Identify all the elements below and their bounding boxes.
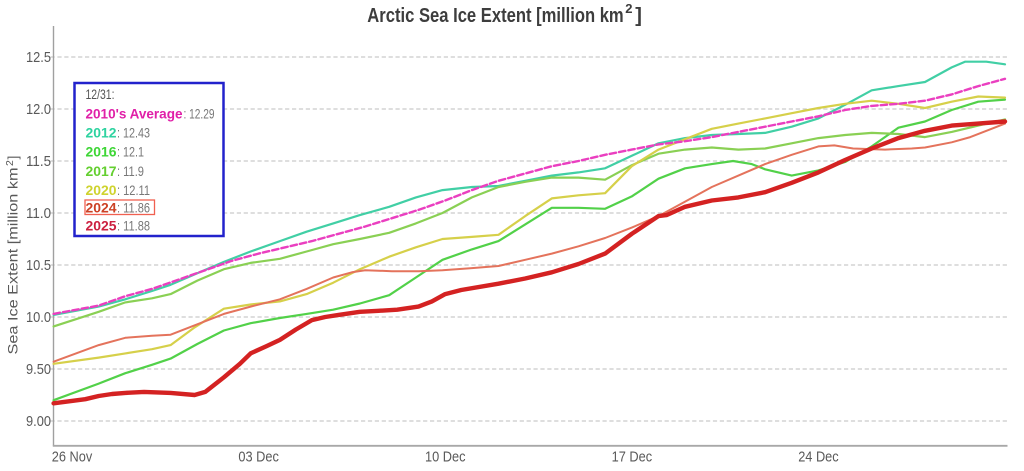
svg-text:: 12.1: : 12.1 bbox=[117, 144, 144, 160]
svg-text:12/31:: 12/31: bbox=[86, 86, 115, 102]
svg-text:2025: 2025 bbox=[86, 217, 117, 233]
svg-text:17 Dec: 17 Dec bbox=[612, 450, 653, 466]
svg-text:26 Nov: 26 Nov bbox=[52, 450, 93, 466]
svg-text:: 11.86: : 11.86 bbox=[117, 200, 150, 216]
svg-text:]: ] bbox=[635, 5, 642, 27]
svg-text:2020: 2020 bbox=[86, 182, 117, 198]
svg-text:2010's Average: 2010's Average bbox=[86, 105, 183, 121]
svg-text:12.5: 12.5 bbox=[26, 50, 51, 66]
svg-text:10 Dec: 10 Dec bbox=[425, 450, 466, 466]
svg-text:9.00: 9.00 bbox=[26, 414, 51, 430]
svg-text:: 12.11: : 12.11 bbox=[117, 182, 150, 198]
svg-text:10.5: 10.5 bbox=[26, 258, 51, 274]
svg-text:2012: 2012 bbox=[86, 124, 117, 140]
svg-text:2: 2 bbox=[625, 1, 632, 16]
svg-text:10.0: 10.0 bbox=[26, 310, 51, 326]
svg-text:9.50: 9.50 bbox=[26, 362, 51, 378]
svg-text:2: 2 bbox=[4, 160, 16, 166]
svg-text:: 11.9: : 11.9 bbox=[117, 163, 144, 179]
svg-text:Sea Ice Extent [million km: Sea Ice Extent [million km bbox=[5, 168, 21, 355]
svg-text:2024: 2024 bbox=[86, 200, 117, 216]
svg-text:: 12.29: : 12.29 bbox=[184, 105, 215, 121]
svg-text:: 12.43: : 12.43 bbox=[117, 124, 150, 140]
svg-text:2017: 2017 bbox=[86, 163, 117, 179]
svg-text:11.0: 11.0 bbox=[26, 206, 51, 222]
svg-text:24 Dec: 24 Dec bbox=[798, 450, 839, 466]
svg-text:Arctic Sea Ice Extent [million: Arctic Sea Ice Extent [million km bbox=[367, 5, 623, 27]
svg-text:]: ] bbox=[5, 156, 21, 160]
svg-text:2016: 2016 bbox=[86, 144, 117, 160]
svg-text:12.0: 12.0 bbox=[26, 102, 51, 118]
svg-text:11.5: 11.5 bbox=[26, 154, 51, 170]
svg-text:03 Dec: 03 Dec bbox=[238, 450, 279, 466]
svg-text:: 11.88: : 11.88 bbox=[117, 217, 150, 233]
